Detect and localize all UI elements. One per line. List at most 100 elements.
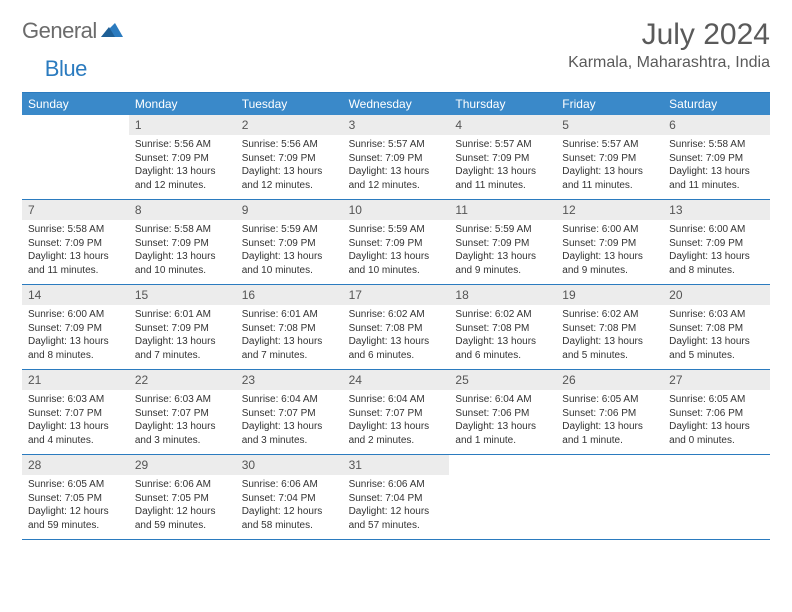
day-number: 11 — [449, 200, 556, 220]
day-cell — [556, 455, 663, 539]
day-body: Sunrise: 5:59 AMSunset: 7:09 PMDaylight:… — [449, 220, 556, 283]
daylight-text: Daylight: 13 hours and 3 minutes. — [242, 420, 337, 447]
sunrise-text: Sunrise: 6:05 AM — [669, 393, 764, 407]
sunrise-text: Sunrise: 5:56 AM — [135, 138, 230, 152]
sunset-text: Sunset: 7:05 PM — [28, 492, 123, 506]
day-cell: 9Sunrise: 5:59 AMSunset: 7:09 PMDaylight… — [236, 200, 343, 284]
day-number: 27 — [663, 370, 770, 390]
day-body: Sunrise: 5:59 AMSunset: 7:09 PMDaylight:… — [343, 220, 450, 283]
day-body: Sunrise: 6:02 AMSunset: 7:08 PMDaylight:… — [343, 305, 450, 368]
day-of-week-header: Sunday Monday Tuesday Wednesday Thursday… — [22, 93, 770, 115]
day-number: 7 — [22, 200, 129, 220]
sunrise-text: Sunrise: 6:05 AM — [562, 393, 657, 407]
day-cell: 17Sunrise: 6:02 AMSunset: 7:08 PMDayligh… — [343, 285, 450, 369]
sunrise-text: Sunrise: 6:04 AM — [242, 393, 337, 407]
daylight-text: Daylight: 13 hours and 9 minutes. — [562, 250, 657, 277]
dow-saturday: Saturday — [663, 93, 770, 115]
day-body: Sunrise: 6:05 AMSunset: 7:06 PMDaylight:… — [556, 390, 663, 453]
dow-tuesday: Tuesday — [236, 93, 343, 115]
daylight-text: Daylight: 13 hours and 7 minutes. — [135, 335, 230, 362]
sunrise-text: Sunrise: 5:58 AM — [28, 223, 123, 237]
sunset-text: Sunset: 7:08 PM — [669, 322, 764, 336]
sunrise-text: Sunrise: 6:02 AM — [455, 308, 550, 322]
sunset-text: Sunset: 7:09 PM — [455, 237, 550, 251]
sunrise-text: Sunrise: 6:00 AM — [28, 308, 123, 322]
sunset-text: Sunset: 7:08 PM — [455, 322, 550, 336]
daylight-text: Daylight: 13 hours and 5 minutes. — [562, 335, 657, 362]
brand-part2: Blue — [45, 56, 87, 82]
daylight-text: Daylight: 12 hours and 57 minutes. — [349, 505, 444, 532]
daylight-text: Daylight: 13 hours and 6 minutes. — [349, 335, 444, 362]
sunrise-text: Sunrise: 6:01 AM — [242, 308, 337, 322]
sunrise-text: Sunrise: 5:56 AM — [242, 138, 337, 152]
week-row: 21Sunrise: 6:03 AMSunset: 7:07 PMDayligh… — [22, 370, 770, 455]
day-cell: 2Sunrise: 5:56 AMSunset: 7:09 PMDaylight… — [236, 115, 343, 199]
daylight-text: Daylight: 12 hours and 59 minutes. — [28, 505, 123, 532]
daylight-text: Daylight: 12 hours and 58 minutes. — [242, 505, 337, 532]
sunset-text: Sunset: 7:09 PM — [135, 237, 230, 251]
day-body: Sunrise: 6:03 AMSunset: 7:07 PMDaylight:… — [22, 390, 129, 453]
day-body: Sunrise: 5:57 AMSunset: 7:09 PMDaylight:… — [556, 135, 663, 198]
sunset-text: Sunset: 7:09 PM — [562, 237, 657, 251]
day-number: 10 — [343, 200, 450, 220]
daylight-text: Daylight: 13 hours and 3 minutes. — [135, 420, 230, 447]
calendar-grid: Sunday Monday Tuesday Wednesday Thursday… — [22, 92, 770, 540]
sunset-text: Sunset: 7:09 PM — [242, 237, 337, 251]
dow-monday: Monday — [129, 93, 236, 115]
day-cell: 12 Sunrise: 6:00 AMSunset: 7:09 PMDayligh… — [556, 200, 663, 284]
sunset-text: Sunset: 7:06 PM — [562, 407, 657, 421]
day-number: 26 — [556, 370, 663, 390]
daylight-text: Daylight: 13 hours and 11 minutes. — [455, 165, 550, 192]
day-cell: 20Sunrise: 6:03 AMSunset: 7:08 PMDayligh… — [663, 285, 770, 369]
day-number: 6 — [663, 115, 770, 135]
daylight-text: Daylight: 13 hours and 1 minute. — [455, 420, 550, 447]
daylight-text: Daylight: 13 hours and 8 minutes. — [28, 335, 123, 362]
sunrise-text: Sunrise: 6:03 AM — [135, 393, 230, 407]
sunset-text: Sunset: 7:06 PM — [455, 407, 550, 421]
sunset-text: Sunset: 7:07 PM — [135, 407, 230, 421]
day-number: 19 — [556, 285, 663, 305]
sunrise-text: Sunrise: 6:02 AM — [562, 308, 657, 322]
sunrise-text: Sunrise: 5:59 AM — [349, 223, 444, 237]
day-body: Sunrise: 6:06 AMSunset: 7:05 PMDaylight:… — [129, 475, 236, 538]
sunrise-text: Sunrise: 6:00 AM — [562, 223, 657, 237]
day-body: Sunrise: 5:56 AMSunset: 7:09 PMDaylight:… — [129, 135, 236, 198]
day-number: 25 — [449, 370, 556, 390]
sunset-text: Sunset: 7:09 PM — [562, 152, 657, 166]
day-number: 31 — [343, 455, 450, 475]
week-row: 14Sunrise: 6:00 AMSunset: 7:09 PMDayligh… — [22, 285, 770, 370]
day-number: 24 — [343, 370, 450, 390]
day-cell: 5Sunrise: 5:57 AMSunset: 7:09 PMDaylight… — [556, 115, 663, 199]
daylight-text: Daylight: 13 hours and 12 minutes. — [135, 165, 230, 192]
day-body: Sunrise: 6:05 AMSunset: 7:05 PMDaylight:… — [22, 475, 129, 538]
sunrise-text: Sunrise: 5:58 AM — [669, 138, 764, 152]
sunrise-text: Sunrise: 6:01 AM — [135, 308, 230, 322]
sunset-text: Sunset: 7:09 PM — [28, 237, 123, 251]
sunrise-text: Sunrise: 5:57 AM — [349, 138, 444, 152]
day-body: Sunrise: 6:05 AMSunset: 7:06 PMDaylight:… — [663, 390, 770, 453]
day-cell: 11Sunrise: 5:59 AMSunset: 7:09 PMDayligh… — [449, 200, 556, 284]
sunset-text: Sunset: 7:09 PM — [669, 237, 764, 251]
day-number: 12 — [556, 200, 663, 220]
daylight-text: Daylight: 13 hours and 11 minutes. — [669, 165, 764, 192]
day-body: Sunrise: 6:03 AMSunset: 7:08 PMDaylight:… — [663, 305, 770, 368]
day-body: Sunrise: 6:04 AMSunset: 7:06 PMDaylight:… — [449, 390, 556, 453]
day-number: 1 — [129, 115, 236, 135]
brand-mark-icon — [101, 21, 123, 42]
sunrise-text: Sunrise: 6:02 AM — [349, 308, 444, 322]
day-body: Sunrise: 6:06 AMSunset: 7:04 PMDaylight:… — [236, 475, 343, 538]
daylight-text: Daylight: 13 hours and 10 minutes. — [349, 250, 444, 277]
dow-friday: Friday — [556, 93, 663, 115]
day-cell: 22Sunrise: 6:03 AMSunset: 7:07 PMDayligh… — [129, 370, 236, 454]
daylight-text: Daylight: 13 hours and 9 minutes. — [455, 250, 550, 277]
day-cell: 19Sunrise: 6:02 AMSunset: 7:08 PMDayligh… — [556, 285, 663, 369]
daylight-text: Daylight: 13 hours and 11 minutes. — [28, 250, 123, 277]
day-body: Sunrise: 5:56 AMSunset: 7:09 PMDaylight:… — [236, 135, 343, 198]
day-cell: 18Sunrise: 6:02 AMSunset: 7:08 PMDayligh… — [449, 285, 556, 369]
daylight-text: Daylight: 13 hours and 11 minutes. — [562, 165, 657, 192]
dow-wednesday: Wednesday — [343, 93, 450, 115]
sunset-text: Sunset: 7:08 PM — [349, 322, 444, 336]
dow-sunday: Sunday — [22, 93, 129, 115]
title-block: July 2024 Karmala, Maharashtra, India — [568, 18, 770, 72]
daylight-text: Daylight: 13 hours and 8 minutes. — [669, 250, 764, 277]
